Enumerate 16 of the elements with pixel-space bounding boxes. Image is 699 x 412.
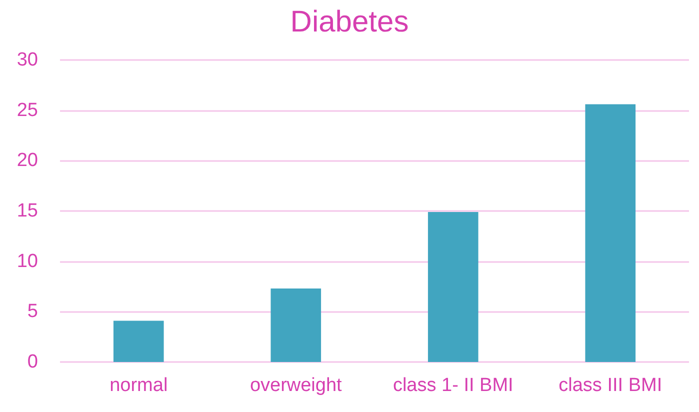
bar [585, 104, 636, 362]
y-tick-label: 15 [16, 200, 38, 222]
y-tick-label: 30 [16, 50, 38, 70]
y-tick-label: 0 [27, 352, 38, 372]
chart-title: Diabetes [290, 6, 409, 38]
y-tick-label: 25 [16, 100, 38, 121]
x-tick-label: class III BMI [558, 375, 662, 396]
x-tick-label: class 1- II BMI [392, 375, 514, 396]
bar [428, 212, 478, 362]
x-tick-label: overweight [250, 375, 343, 396]
x-tick-label: normal [110, 375, 168, 396]
bar [270, 288, 322, 362]
y-tick-label: 20 [16, 150, 38, 172]
y-tick-label: 10 [16, 250, 38, 272]
y-tick-label: 5 [27, 301, 38, 322]
bar [113, 320, 164, 362]
